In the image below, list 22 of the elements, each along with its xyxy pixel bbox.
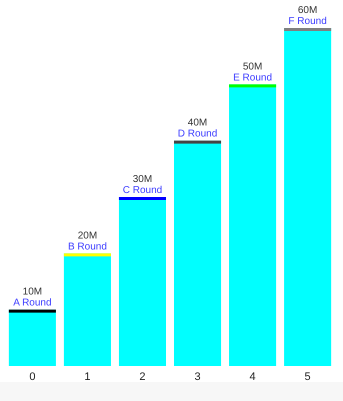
x-tick-label: 1: [84, 371, 90, 383]
x-tick-label: 2: [139, 371, 146, 383]
bar: [8, 310, 56, 366]
bar: [118, 197, 166, 366]
annotation: F Round: [288, 16, 327, 27]
data-label: 10M: [22, 286, 42, 298]
x-tick-label: 0: [29, 371, 36, 383]
x-tick-label: 3: [194, 371, 201, 383]
data-label: 20M: [78, 230, 98, 242]
data-label: 50M: [242, 61, 262, 72]
data-label: 30M: [132, 174, 152, 185]
x-tick-label: 4: [250, 371, 256, 383]
data-label: 60M: [298, 5, 318, 16]
annotation: B Round: [68, 241, 107, 252]
x-tick-label: 5: [304, 371, 311, 383]
bar: [284, 28, 332, 366]
annotation: C Round: [122, 185, 162, 196]
bar: [174, 140, 222, 366]
annotation: D Round: [178, 128, 218, 140]
data-label: 40M: [188, 118, 208, 129]
annotation: E Round: [233, 72, 272, 84]
annotation: A Round: [13, 298, 52, 309]
